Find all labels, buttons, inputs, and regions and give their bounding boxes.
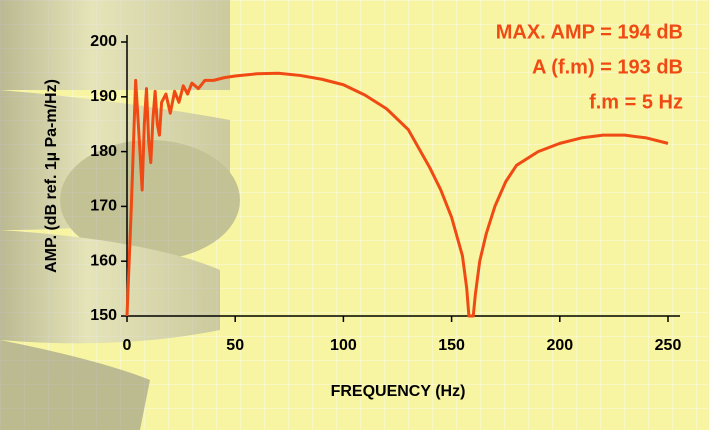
y-axis-label: AMP. (dB ref. 1µ Pa-m/Hz) xyxy=(43,79,60,273)
annotation: f.m = 5 Hz xyxy=(589,91,683,113)
y-tick-label: 160 xyxy=(90,252,117,269)
x-axis-label: FREQUENCY (Hz) xyxy=(331,383,466,400)
annotation: A (f.m) = 193 dB xyxy=(532,56,683,78)
background-photo xyxy=(0,0,240,430)
x-tick-label: 100 xyxy=(330,337,357,354)
x-tick-label: 0 xyxy=(123,337,132,354)
y-tick-label: 170 xyxy=(90,198,117,215)
x-tick-label: 250 xyxy=(655,337,682,354)
annotation: MAX. AMP = 194 dB xyxy=(496,21,683,43)
x-tick-label: 150 xyxy=(438,337,465,354)
y-tick-label: 150 xyxy=(90,307,117,324)
data-line xyxy=(125,71,669,318)
y-tick-label: 180 xyxy=(90,143,117,160)
y-tick-label: 190 xyxy=(90,88,117,105)
y-tick-label: 200 xyxy=(90,33,117,50)
x-tick-label: 200 xyxy=(546,337,573,354)
x-tick-label: 50 xyxy=(226,337,244,354)
